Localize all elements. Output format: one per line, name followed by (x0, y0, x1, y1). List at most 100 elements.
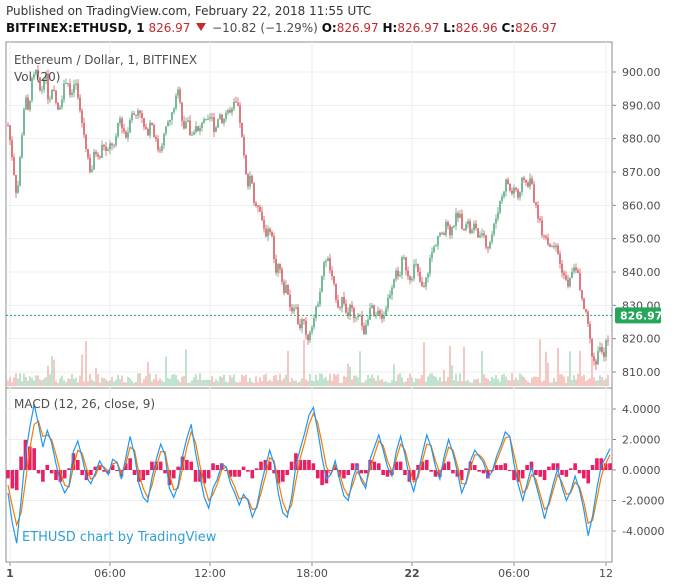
candle-body (495, 218, 497, 224)
volume-bar (275, 375, 277, 386)
volume-bar (117, 374, 119, 386)
volume-bar (435, 376, 437, 386)
candle-body (183, 120, 185, 129)
volume-bar (399, 373, 401, 386)
volume-bar (475, 379, 477, 386)
volume-bar (295, 380, 297, 386)
candle-body (251, 175, 253, 184)
volume-bar (377, 375, 379, 386)
volume-bar (375, 380, 377, 386)
volume-bar (565, 382, 567, 386)
candle-body (75, 83, 77, 85)
volume-bar (365, 380, 367, 386)
candle-body (73, 84, 75, 93)
volume-bar (261, 381, 263, 386)
candle-body (255, 202, 257, 206)
candle-body (309, 332, 311, 341)
volume-bar (397, 374, 399, 386)
candle-body (537, 205, 539, 219)
volume-bar (107, 380, 109, 386)
candle-body (163, 133, 165, 146)
volume-bar (25, 376, 27, 386)
volume-bar (199, 373, 201, 386)
candle-body (201, 122, 203, 129)
candle-body (321, 275, 323, 292)
candle-body (585, 309, 587, 312)
volume-bar (235, 382, 237, 386)
candle-body (587, 311, 589, 324)
volume-bar (579, 350, 581, 386)
candle-body (535, 202, 537, 206)
candle-body (337, 299, 339, 308)
volume-bar (411, 377, 413, 386)
macd-histogram-bar (560, 470, 564, 476)
candle-body (607, 340, 609, 342)
volume-bar (245, 374, 247, 386)
volume-bar (85, 341, 87, 386)
candle-body (525, 179, 527, 183)
volume-bar (229, 375, 231, 386)
candle-body (479, 235, 481, 238)
candle-body (543, 235, 545, 237)
macd-histogram-bar (573, 463, 577, 470)
volume-bar (561, 374, 563, 386)
volume-bar (203, 379, 205, 386)
candle-body (43, 79, 45, 90)
volume-bar (395, 380, 397, 386)
candle-body (125, 131, 127, 138)
macd-histogram-bar (180, 456, 185, 470)
macd-histogram-bar (372, 461, 377, 470)
macd-histogram-bar (272, 470, 276, 474)
time-tick-label: 18:00 (296, 567, 328, 580)
macd-histogram-bar (137, 470, 141, 482)
candle-body (9, 125, 11, 141)
candle-body (589, 323, 591, 339)
candle-body (29, 100, 31, 110)
candle-body (425, 277, 427, 287)
candle-body (219, 114, 221, 120)
candle-body (263, 220, 265, 229)
macd-histogram-bar (150, 461, 154, 470)
candle-body (423, 286, 425, 288)
volume-bar (201, 380, 203, 386)
candle-body (53, 89, 55, 91)
candle-body (175, 95, 177, 109)
volume-bar (255, 376, 257, 386)
volume-bar (171, 375, 173, 386)
volume-bar (309, 373, 311, 386)
price-tick-label: 840.00 (622, 266, 661, 279)
candle-body (139, 110, 141, 114)
macd-histogram-bar (586, 470, 590, 484)
candle-body (123, 128, 125, 132)
volume-bar (181, 376, 183, 386)
volume-bar (573, 375, 575, 386)
volume-bar (97, 373, 99, 386)
volume-bar (507, 380, 509, 386)
candle-body (273, 236, 275, 260)
volume-bar (301, 378, 303, 386)
volume-bar (187, 382, 189, 386)
macd-histogram-bar (294, 453, 298, 470)
candle-body (193, 132, 195, 135)
volume-bar (33, 380, 35, 386)
candle-body (383, 315, 385, 319)
candle-body (599, 347, 601, 351)
candle-body (161, 145, 163, 151)
volume-bar (581, 376, 583, 386)
macd-histogram-bar (14, 470, 19, 491)
candle-body (563, 272, 565, 276)
volume-bar (257, 382, 259, 386)
volume-bar (437, 379, 439, 386)
candle-body (511, 190, 513, 194)
candle-body (149, 122, 151, 136)
volume-bar (511, 373, 513, 386)
volume-bar (191, 380, 193, 386)
volume-bar (351, 379, 353, 386)
volume-bar (127, 376, 129, 386)
macd-histogram-bar (54, 470, 58, 481)
candle-body (591, 338, 593, 357)
macd-lines (7, 404, 611, 544)
macd-histogram-bar (446, 461, 451, 470)
candle-body (283, 281, 285, 294)
